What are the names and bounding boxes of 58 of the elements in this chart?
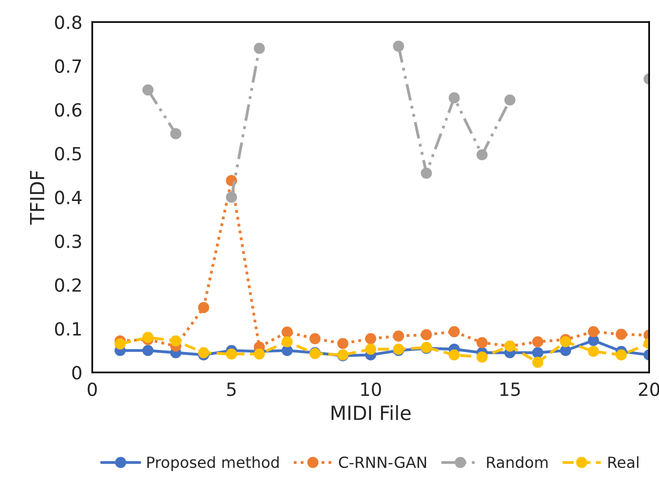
y-tick-label: 0 bbox=[72, 366, 82, 380]
point bbox=[504, 94, 516, 106]
point bbox=[170, 128, 182, 140]
point bbox=[142, 332, 154, 343]
point bbox=[142, 84, 154, 96]
point bbox=[448, 326, 460, 338]
point bbox=[392, 40, 404, 52]
x-tick-label: 5 bbox=[227, 382, 236, 396]
y-tick-label: 0.8 bbox=[55, 16, 82, 30]
point bbox=[532, 347, 544, 358]
point bbox=[170, 335, 182, 346]
x-tick-label: 15 bbox=[500, 382, 520, 396]
y-tick-label: 0.4 bbox=[55, 190, 82, 204]
point bbox=[588, 346, 599, 357]
y-axis-title: TFIDF bbox=[30, 170, 44, 225]
point bbox=[282, 336, 293, 348]
y-tick-label: 0.3 bbox=[55, 234, 82, 248]
x-tick-label: 0 bbox=[88, 382, 97, 396]
point bbox=[365, 344, 376, 355]
point bbox=[532, 336, 544, 348]
legend-label: Real bbox=[608, 456, 638, 468]
point bbox=[114, 338, 126, 350]
y-tick-label: 0.2 bbox=[55, 278, 81, 292]
legend-label: C-RNN-GAN bbox=[338, 456, 426, 468]
point bbox=[254, 348, 265, 360]
point bbox=[254, 42, 265, 54]
point bbox=[226, 348, 238, 360]
point bbox=[282, 344, 293, 356]
point bbox=[476, 337, 488, 348]
point bbox=[365, 333, 376, 344]
point bbox=[448, 349, 460, 360]
point bbox=[476, 352, 488, 363]
point bbox=[588, 326, 599, 338]
x-axis-title: MIDI File bbox=[332, 405, 411, 420]
point bbox=[588, 334, 599, 346]
y-tick-label: 0.5 bbox=[55, 146, 81, 161]
point bbox=[420, 329, 432, 340]
legend-label: Proposed method bbox=[147, 456, 279, 472]
point bbox=[282, 326, 293, 338]
point bbox=[226, 192, 238, 203]
point bbox=[616, 328, 627, 340]
point bbox=[392, 330, 404, 342]
point bbox=[309, 333, 321, 344]
x-tick-label: 20 bbox=[638, 382, 659, 396]
y-tick-label: 0.7 bbox=[55, 59, 81, 73]
x-tick-label: 10 bbox=[361, 382, 381, 396]
point bbox=[420, 168, 432, 179]
point bbox=[560, 344, 572, 356]
point bbox=[476, 149, 488, 160]
point bbox=[448, 92, 460, 104]
point bbox=[142, 344, 154, 356]
point bbox=[337, 338, 348, 350]
y-tick-label: 0.1 bbox=[55, 322, 81, 336]
point bbox=[532, 356, 544, 368]
point bbox=[616, 349, 627, 360]
legend-label: Random bbox=[487, 456, 548, 468]
point bbox=[198, 302, 210, 314]
y-tick-label: 0.6 bbox=[55, 103, 82, 117]
